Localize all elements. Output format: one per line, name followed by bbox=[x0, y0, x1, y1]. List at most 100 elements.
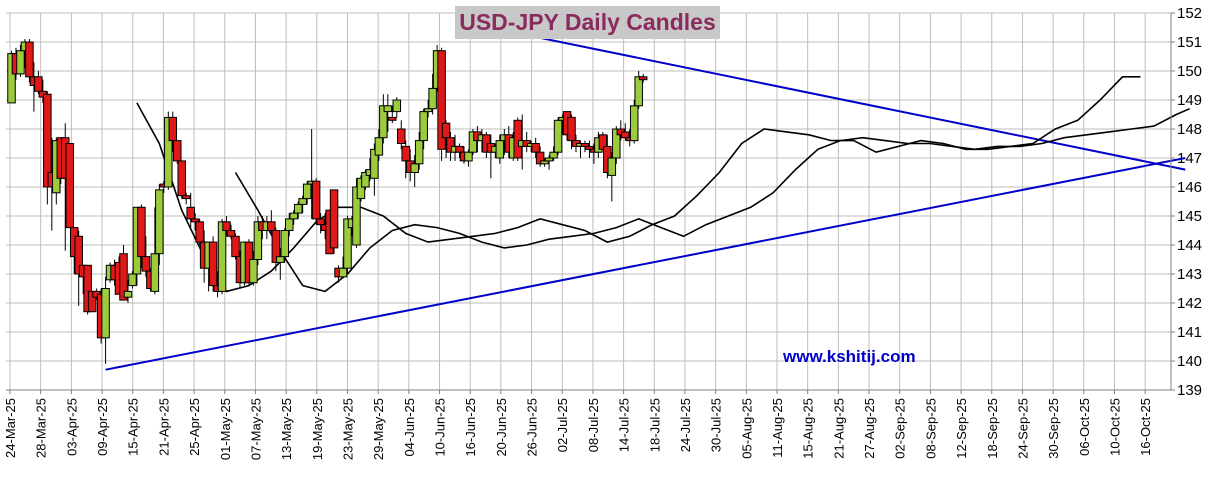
candle-body bbox=[379, 105, 388, 139]
x-tick-label: 26-Jun-25 bbox=[525, 398, 540, 457]
x-tick-label: 25-Apr-25 bbox=[187, 398, 202, 456]
y-tick-label: 146 bbox=[1177, 179, 1202, 196]
candle-body bbox=[217, 221, 227, 292]
y-tick-label: 140 bbox=[1177, 353, 1202, 370]
x-tick-label: 16-Oct-25 bbox=[1138, 398, 1153, 456]
y-tick-label: 151 bbox=[1177, 34, 1202, 51]
candle-body bbox=[612, 128, 621, 159]
x-tick-label: 14-Jul-25 bbox=[617, 398, 632, 452]
trendlines bbox=[105, 32, 1186, 371]
x-tick-label: 04-Jun-25 bbox=[402, 398, 417, 457]
x-tick-label: 08-Jul-25 bbox=[586, 398, 601, 452]
x-tick-label: 08-Sep-25 bbox=[923, 398, 938, 459]
y-tick-label: 147 bbox=[1177, 150, 1202, 167]
candle-body bbox=[638, 76, 648, 81]
candle-body bbox=[298, 198, 307, 205]
candle-body bbox=[535, 151, 545, 165]
candle-body bbox=[276, 256, 285, 263]
x-tick-label: 21-Apr-25 bbox=[156, 398, 171, 456]
candle-body bbox=[195, 221, 204, 243]
candle-body bbox=[410, 163, 419, 174]
candle-body bbox=[34, 76, 43, 92]
candle-body bbox=[338, 267, 348, 278]
x-tick-label: 23-May-25 bbox=[340, 398, 355, 460]
candle-body bbox=[249, 259, 258, 284]
candle-body bbox=[468, 131, 478, 153]
candle-body bbox=[177, 160, 186, 197]
candle-body bbox=[397, 128, 406, 144]
candle-body bbox=[388, 116, 397, 121]
candle-body bbox=[621, 131, 630, 139]
y-tick-label: 143 bbox=[1177, 266, 1202, 283]
x-tick-label: 02-Jul-25 bbox=[555, 398, 570, 452]
candle-body bbox=[352, 186, 361, 246]
x-tick-label: 16-Jun-25 bbox=[463, 398, 478, 457]
candle-body bbox=[119, 253, 128, 301]
candle-body bbox=[173, 140, 182, 162]
candle-body bbox=[419, 111, 428, 142]
x-tick-label: 28-Mar-25 bbox=[34, 398, 49, 458]
x-tick-label: 06-Oct-25 bbox=[1077, 398, 1092, 456]
candle-body bbox=[87, 290, 97, 313]
candle-body bbox=[392, 99, 402, 113]
candle-body bbox=[150, 253, 160, 292]
moving-average-line bbox=[136, 76, 1141, 293]
candle-body bbox=[231, 235, 240, 258]
candle-body bbox=[544, 157, 554, 162]
y-tick-label: 144 bbox=[1177, 237, 1202, 254]
moving-average-line bbox=[234, 107, 1191, 293]
x-tick-label: 09-Apr-25 bbox=[95, 398, 110, 456]
x-tick-label: 30-Sep-25 bbox=[1046, 398, 1061, 459]
candle-body bbox=[65, 143, 74, 229]
candle-body bbox=[441, 122, 451, 139]
candle-body bbox=[43, 93, 52, 188]
y-tick-label: 145 bbox=[1177, 208, 1202, 225]
candle-body bbox=[190, 218, 200, 223]
candle-body bbox=[401, 145, 410, 162]
x-tick-label: 15-Aug-25 bbox=[801, 398, 816, 459]
candle-body bbox=[598, 134, 608, 150]
candle-body bbox=[495, 140, 505, 159]
x-tick-label: 03-Apr-25 bbox=[64, 398, 79, 456]
x-tick-label: 30-Jul-25 bbox=[709, 398, 724, 452]
candles bbox=[7, 39, 648, 364]
chart-title: USD-JPY Daily Candles bbox=[455, 6, 720, 39]
y-tick-label: 141 bbox=[1177, 324, 1202, 341]
candle-body bbox=[253, 221, 263, 261]
y-tick-label: 148 bbox=[1177, 121, 1202, 138]
x-tick-label: 01-May-25 bbox=[218, 398, 233, 460]
candle-body bbox=[455, 145, 464, 153]
x-tick-label: 24-Sep-25 bbox=[1015, 398, 1030, 459]
candle-body bbox=[16, 50, 25, 75]
x-tick-label: 19-May-25 bbox=[310, 398, 325, 460]
y-tick-label: 152 bbox=[1177, 5, 1202, 22]
x-tick-label: 10-Oct-25 bbox=[1107, 398, 1122, 456]
candle-body bbox=[101, 288, 110, 339]
candle-body bbox=[428, 87, 437, 110]
x-tick-label: 29-May-25 bbox=[371, 398, 386, 460]
candle-body bbox=[446, 137, 455, 153]
candle-body bbox=[580, 143, 590, 147]
candle-body bbox=[25, 41, 34, 78]
x-tick-label: 27-Aug-25 bbox=[862, 398, 877, 459]
candle-body bbox=[271, 230, 281, 263]
candle-body bbox=[629, 105, 639, 142]
candle-body bbox=[361, 172, 370, 188]
candle-body bbox=[293, 203, 303, 214]
candle-body bbox=[414, 140, 424, 165]
moving-averages bbox=[136, 76, 1191, 293]
candle-body bbox=[356, 177, 366, 200]
y-axis-tick-labels: 139 140 141 142 143 144 145 146 147 148 149 150 151 1… bbox=[1177, 5, 1202, 399]
candle-body bbox=[164, 116, 173, 188]
x-axis-tick-labels: 24-Mar-25 28-Mar-25 03-Apr-25 09-Apr-25 15-A… bbox=[3, 398, 1153, 460]
candle-body bbox=[74, 235, 83, 275]
candle-body bbox=[186, 206, 195, 220]
candle-body bbox=[553, 119, 563, 153]
x-tick-label: 05-Aug-25 bbox=[739, 398, 754, 459]
candle-body bbox=[208, 241, 218, 287]
candle-body bbox=[285, 218, 294, 231]
candle-body bbox=[226, 230, 236, 237]
x-tick-label: 18-Jul-25 bbox=[647, 398, 662, 452]
candle-body bbox=[634, 76, 643, 107]
